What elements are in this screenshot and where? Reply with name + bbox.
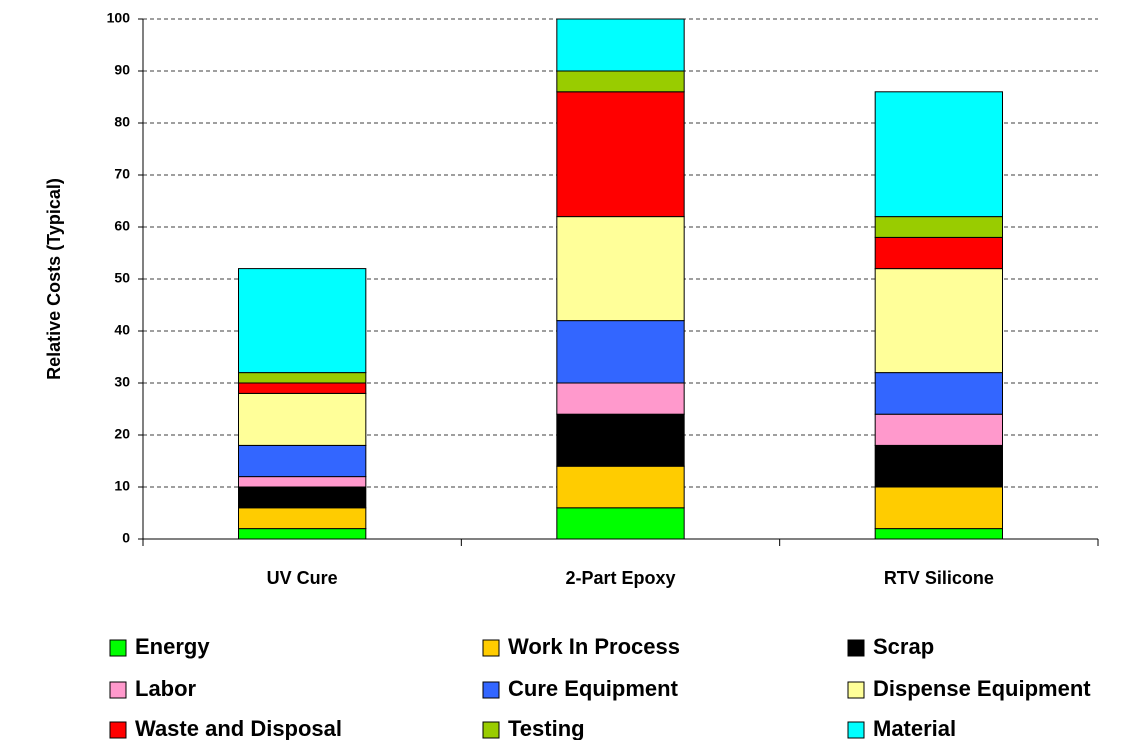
legend-label: Testing xyxy=(508,716,585,740)
bar-segment xyxy=(556,91,685,218)
legend-swatch xyxy=(109,639,127,657)
y-tick-label: 90 xyxy=(114,62,130,78)
legend-swatch xyxy=(109,681,127,699)
legend-swatch xyxy=(482,721,500,739)
bar-segment xyxy=(556,465,685,509)
y-tick-label: 40 xyxy=(114,322,130,338)
bar-segment xyxy=(556,413,685,467)
legend-label: Energy xyxy=(135,634,210,659)
bar-segment xyxy=(556,70,685,93)
bar-segment xyxy=(556,507,685,540)
bar-segment xyxy=(874,486,1004,530)
y-axis-title: Relative Costs (Typical) xyxy=(44,178,64,380)
y-tick-label: 10 xyxy=(114,478,130,494)
legend-swatch xyxy=(847,721,865,739)
bar-segment xyxy=(238,392,367,446)
bar-segment xyxy=(238,486,367,509)
bar-segment xyxy=(556,18,685,72)
bar-segment xyxy=(238,444,367,478)
legend-swatch xyxy=(109,721,127,739)
bar-segment xyxy=(556,382,685,415)
bar-segment xyxy=(238,476,367,488)
legend-swatch xyxy=(847,639,865,657)
bar-segment xyxy=(874,413,1004,446)
bar-segment xyxy=(556,216,685,322)
bar-segment xyxy=(238,268,367,374)
legend-label: Dispense Equipment xyxy=(873,676,1091,701)
x-tick-label: UV Cure xyxy=(267,568,338,588)
legend-swatch xyxy=(482,681,500,699)
bar-segment xyxy=(874,268,1004,374)
bar-segment xyxy=(874,216,1004,238)
legend-label: Labor xyxy=(135,676,197,701)
bar-segment xyxy=(874,444,1004,488)
y-tick-label: 50 xyxy=(114,270,130,286)
bar-segment xyxy=(238,372,367,384)
bar-segment xyxy=(238,528,367,540)
legend-swatch xyxy=(482,639,500,657)
y-tick-label: 30 xyxy=(114,374,130,390)
legend-label: Work In Process xyxy=(508,634,680,659)
legend-label: Material xyxy=(873,716,956,740)
legend-swatch xyxy=(847,681,865,699)
legend-label: Scrap xyxy=(873,634,934,659)
bar-segment xyxy=(874,528,1004,540)
bar-segment xyxy=(238,382,367,394)
y-tick-label: 60 xyxy=(114,218,130,234)
legend-label: Cure Equipment xyxy=(508,676,679,701)
bar-segment xyxy=(874,372,1004,415)
legend-label: Waste and Disposal xyxy=(135,716,342,740)
bar-segment xyxy=(874,236,1004,270)
bar-segment xyxy=(556,320,685,384)
x-tick-label: 2-Part Epoxy xyxy=(565,568,675,588)
bar-segment xyxy=(238,507,367,530)
bar-segment xyxy=(874,91,1004,218)
y-tick-label: 0 xyxy=(122,530,130,546)
y-tick-label: 20 xyxy=(114,426,130,442)
y-tick-label: 70 xyxy=(114,166,130,182)
y-tick-label: 100 xyxy=(107,10,131,26)
y-tick-label: 80 xyxy=(114,114,130,130)
x-tick-label: RTV Silicone xyxy=(884,568,994,588)
